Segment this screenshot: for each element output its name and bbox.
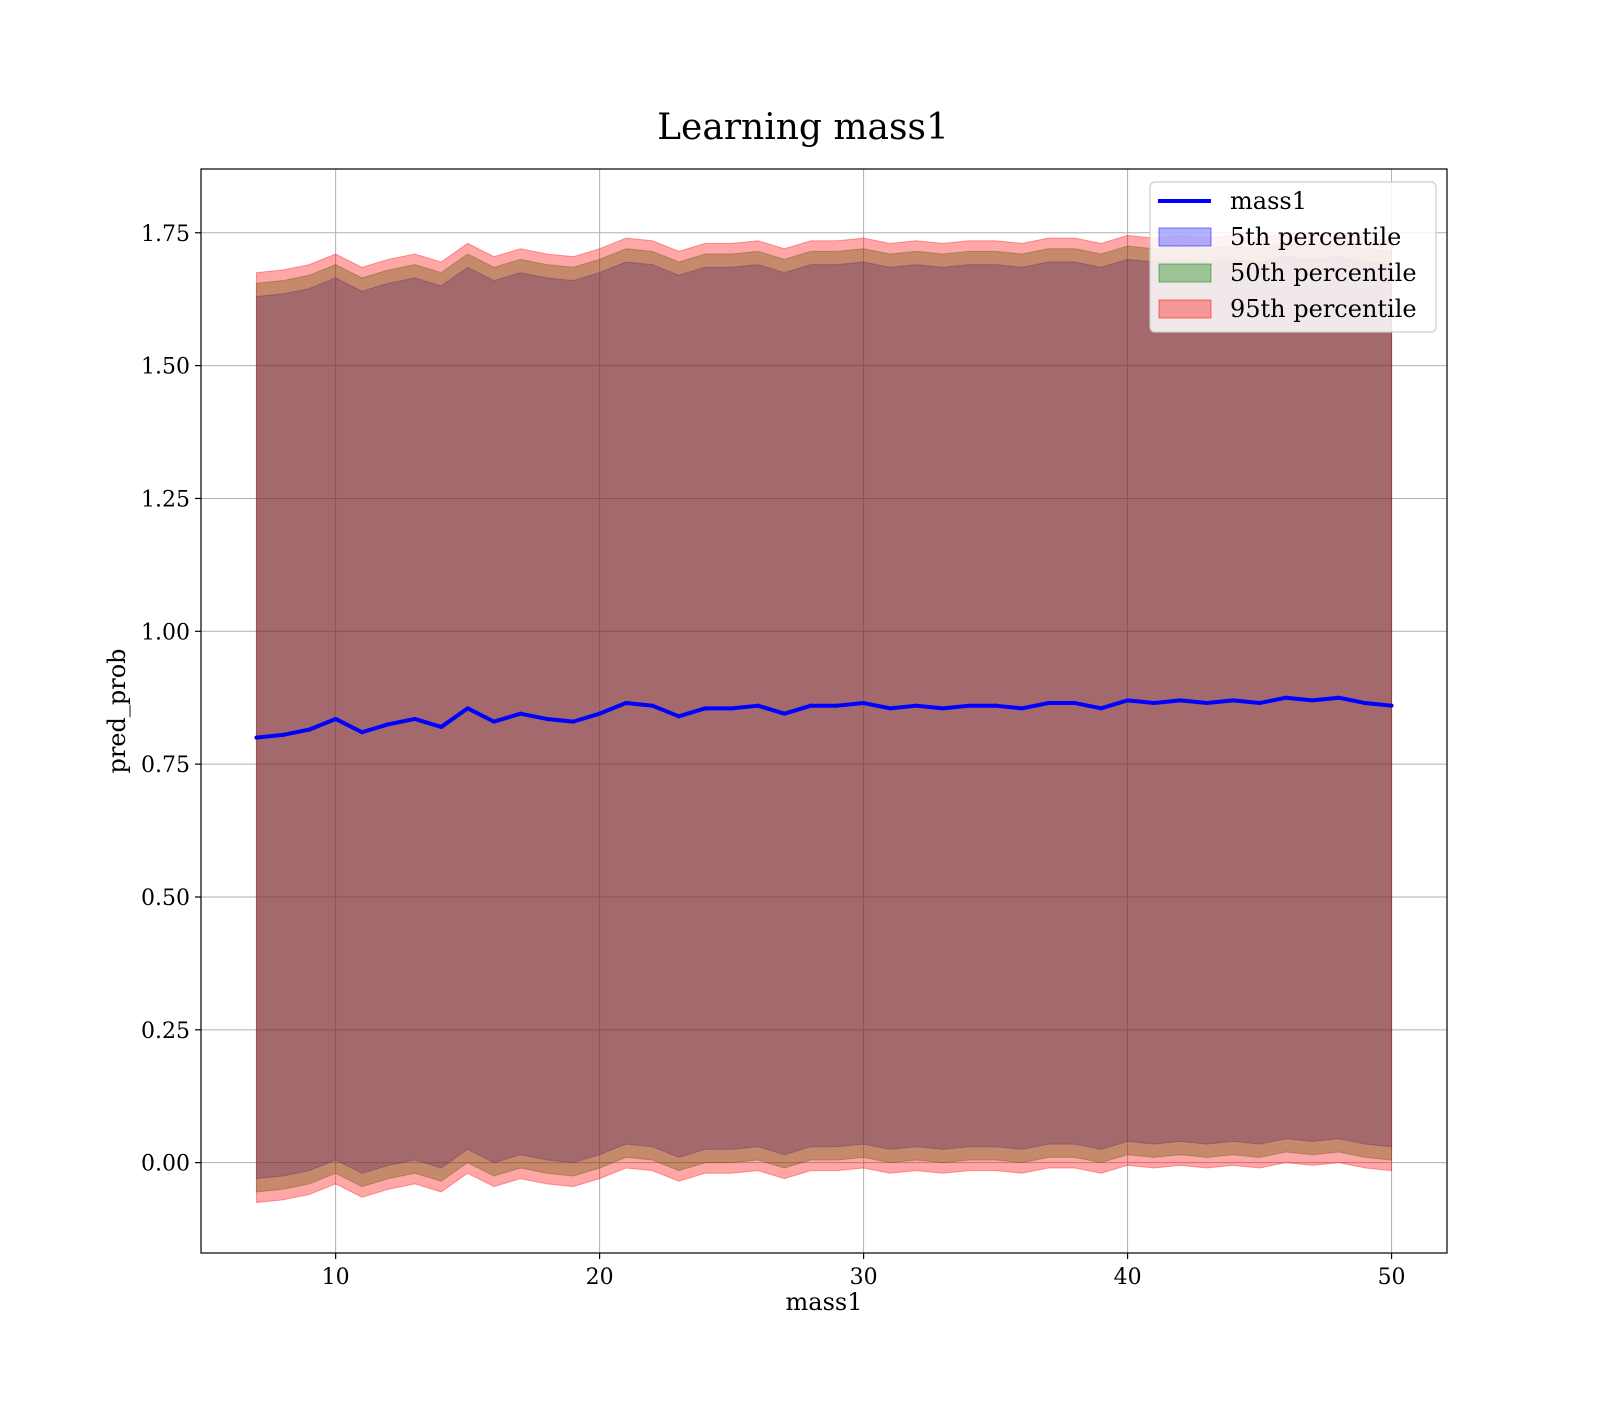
line-point [940, 706, 945, 711]
line-point [280, 732, 285, 737]
line-point [676, 714, 681, 719]
y-tick-label: 1.50 [141, 355, 190, 380]
line-point [597, 711, 602, 716]
y-tick-label: 1.25 [141, 487, 190, 512]
x-tick-label: 30 [850, 1265, 878, 1290]
line-point [1019, 706, 1024, 711]
legend-label-mass1: mass1 [1230, 187, 1307, 215]
line-point [386, 722, 391, 727]
y-tick-label: 0.25 [141, 1019, 190, 1044]
line-point [1125, 698, 1130, 703]
x-tick-label: 20 [586, 1265, 614, 1290]
line-point [1099, 706, 1104, 711]
legend-swatch-95th-percentile [1158, 299, 1212, 319]
line-point [1257, 701, 1262, 706]
line-point [492, 719, 497, 724]
legend-swatch-50th-percentile [1158, 263, 1212, 283]
legend-label-5th-percentile: 5th percentile [1230, 223, 1401, 251]
line-point [1283, 695, 1288, 700]
x-tick-label: 10 [322, 1265, 350, 1290]
legend-frame [1149, 181, 1437, 333]
line-point [756, 703, 761, 708]
percentile-bands [255, 232, 1393, 1204]
band-50th-percentile [255, 242, 1393, 1193]
legend-swatch-5th-percentile [1158, 227, 1212, 247]
y-tick-label: 1.00 [141, 620, 190, 645]
line-point [1151, 701, 1156, 706]
legend: mass1 5th percentile 50th percentile 95t… [1149, 181, 1437, 333]
x-axis-ticks: 10 20 30 40 50 [322, 1253, 1406, 1290]
line-point [887, 706, 892, 711]
line-point [1204, 701, 1209, 706]
line-point [1178, 698, 1183, 703]
line-point [360, 730, 365, 735]
plot-frame [200, 168, 1448, 1254]
chart-title: Learning mass1 [657, 107, 949, 148]
line-point [254, 735, 259, 740]
band-95th-percentile [255, 232, 1393, 1204]
line-point [1336, 695, 1341, 700]
y-tick-label: 1.75 [141, 222, 190, 247]
line-point [703, 706, 708, 711]
line-point [914, 703, 919, 708]
x-axis-title: mass1 [786, 1288, 863, 1316]
line-point [439, 724, 444, 729]
line-point [624, 701, 629, 706]
mass1-series [254, 695, 1394, 740]
legend-label-95th-percentile: 95th percentile [1230, 295, 1417, 323]
line-point [861, 701, 866, 706]
line-mass1 [256, 695, 1392, 740]
line-point [835, 703, 840, 708]
y-axis-title: pred_prob [103, 648, 131, 773]
line-point [1072, 701, 1077, 706]
y-tick-label: 0.50 [141, 886, 190, 911]
y-axis-ticks: 0.00 0.25 0.50 0.75 1.00 1.25 1.50 1.75 [141, 222, 201, 1177]
legend-label-50th-percentile: 50th percentile [1230, 259, 1417, 287]
line-point [1046, 701, 1051, 706]
line-point [1310, 698, 1315, 703]
line-point [465, 706, 470, 711]
y-tick-label: 0.75 [141, 753, 190, 778]
line-point [333, 716, 338, 721]
line-point [782, 711, 787, 716]
x-tick-label: 50 [1378, 1265, 1406, 1290]
line-point [307, 727, 312, 732]
line-point [1231, 698, 1236, 703]
x-tick-label: 40 [1114, 1265, 1142, 1290]
line-point [967, 703, 972, 708]
line-point [729, 706, 734, 711]
line-point [650, 703, 655, 708]
line-point [993, 703, 998, 708]
y-tick-label: 0.00 [141, 1152, 190, 1177]
line-point [518, 711, 523, 716]
line-point [1363, 701, 1368, 706]
grid-lines [201, 169, 1447, 1253]
line-point [544, 716, 549, 721]
line-point [412, 716, 417, 721]
line-point [1389, 703, 1394, 708]
line-point [808, 703, 813, 708]
band-5th-percentile [255, 256, 1393, 1180]
line-point [571, 719, 576, 724]
